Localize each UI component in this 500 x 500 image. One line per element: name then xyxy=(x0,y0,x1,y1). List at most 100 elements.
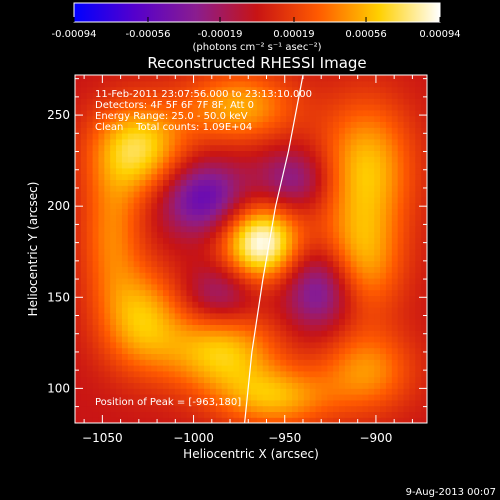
heatmap-cell xyxy=(121,138,129,146)
heatmap-cell xyxy=(180,399,188,407)
heatmap-cell xyxy=(315,98,322,105)
heatmap-cell xyxy=(256,80,264,88)
heatmap-cell xyxy=(121,208,129,215)
heatmap-cell xyxy=(157,266,164,273)
heatmap-cell xyxy=(121,237,129,244)
heatmap-cell xyxy=(327,220,334,227)
heatmap-cell xyxy=(163,225,170,233)
heatmap-cell xyxy=(104,115,111,122)
heatmap-cell xyxy=(98,179,105,186)
heatmap-cell xyxy=(98,121,105,128)
heatmap-cell xyxy=(245,214,252,221)
heatmap-cell xyxy=(421,214,427,221)
heatmap-cell xyxy=(139,185,146,192)
heatmap-cell xyxy=(385,411,393,418)
heatmap-cell xyxy=(403,359,410,366)
heatmap-cell xyxy=(157,388,164,395)
heatmap-cell xyxy=(151,365,158,372)
heatmap-cell xyxy=(110,80,117,88)
heatmap-cell xyxy=(274,225,281,233)
heatmap-cell xyxy=(80,254,88,262)
heatmap-cell xyxy=(104,179,111,186)
heatmap-cell xyxy=(110,237,117,244)
heatmap-cell xyxy=(297,289,305,296)
heatmap-cell xyxy=(186,243,193,250)
heatmap-cell xyxy=(121,283,129,291)
heatmap-cell xyxy=(286,173,293,180)
heatmap-cell xyxy=(116,394,123,401)
heatmap-cell xyxy=(327,150,334,157)
heatmap-cell xyxy=(127,214,135,221)
heatmap-cell xyxy=(415,208,422,215)
heatmap-cell xyxy=(192,98,199,105)
heatmap-cell xyxy=(374,382,381,389)
heatmap-cell xyxy=(303,109,311,117)
heatmap-cell xyxy=(280,162,287,169)
heatmap-cell xyxy=(227,231,234,238)
heatmap-cell xyxy=(121,307,129,314)
heatmap-cell xyxy=(374,336,381,343)
heatmap-cell xyxy=(227,179,234,186)
heatmap-cell xyxy=(198,243,205,250)
heatmap-cell xyxy=(121,301,129,308)
heatmap-cell xyxy=(180,75,188,82)
heatmap-cell xyxy=(121,173,129,180)
heatmap-cell xyxy=(121,254,129,262)
heatmap-cell xyxy=(80,98,88,105)
heatmap-cell xyxy=(362,173,369,180)
heatmap-cell xyxy=(274,295,281,302)
heatmap-cell xyxy=(198,289,205,296)
heatmap-cell xyxy=(374,80,381,88)
heatmap-cell xyxy=(409,225,416,233)
heatmap-cell xyxy=(374,365,381,372)
heatmap-cell xyxy=(192,347,199,354)
heatmap-cell xyxy=(180,341,188,349)
heatmap-cell xyxy=(274,278,281,285)
heatmap-cell xyxy=(344,109,352,117)
heatmap-cell xyxy=(380,196,387,204)
heatmap-cell xyxy=(151,214,158,221)
heatmap-cell xyxy=(221,307,229,314)
heatmap-cell xyxy=(204,365,211,372)
heatmap-cell xyxy=(262,266,270,273)
heatmap-cell xyxy=(315,405,322,412)
heatmap-cell xyxy=(292,138,299,146)
heatmap-cell xyxy=(204,196,211,204)
heatmap-cell xyxy=(209,388,217,395)
heatmap-cell xyxy=(344,324,352,331)
heatmap-cell xyxy=(192,196,199,204)
heatmap-cell xyxy=(204,301,211,308)
heatmap-cell xyxy=(421,249,427,256)
heatmap-cell xyxy=(380,208,387,215)
heatmap-cell xyxy=(274,104,281,111)
heatmap-cell xyxy=(209,359,217,366)
heatmap-cell xyxy=(192,370,199,378)
heatmap-cell xyxy=(415,121,422,128)
heatmap-cell xyxy=(409,295,416,302)
heatmap-cell xyxy=(280,266,287,273)
heatmap-cell xyxy=(262,417,270,423)
heatmap-cell xyxy=(309,405,317,412)
heatmap-cell xyxy=(121,312,129,320)
heatmap-cell xyxy=(245,295,252,302)
heatmap-cell xyxy=(75,133,82,140)
heatmap-cell xyxy=(145,202,152,209)
heatmap-cell xyxy=(145,394,152,401)
heatmap-cell xyxy=(198,376,205,383)
heatmap-cell xyxy=(256,179,264,186)
heatmap-cell xyxy=(292,220,299,227)
heatmap-cell xyxy=(256,405,264,412)
heatmap-cell xyxy=(180,382,188,389)
heatmap-cell xyxy=(80,191,88,198)
heatmap-cell xyxy=(339,86,346,93)
heatmap-cell xyxy=(245,80,252,88)
heatmap-cell xyxy=(421,283,427,291)
heatmap-cell xyxy=(256,121,264,128)
heatmap-cell xyxy=(92,202,100,209)
heatmap-cell xyxy=(133,353,141,360)
heatmap-cell xyxy=(315,388,322,395)
heatmap-cell xyxy=(157,318,164,325)
heatmap-cell xyxy=(421,173,427,180)
heatmap-cell xyxy=(215,266,223,273)
heatmap-cell xyxy=(380,243,387,250)
